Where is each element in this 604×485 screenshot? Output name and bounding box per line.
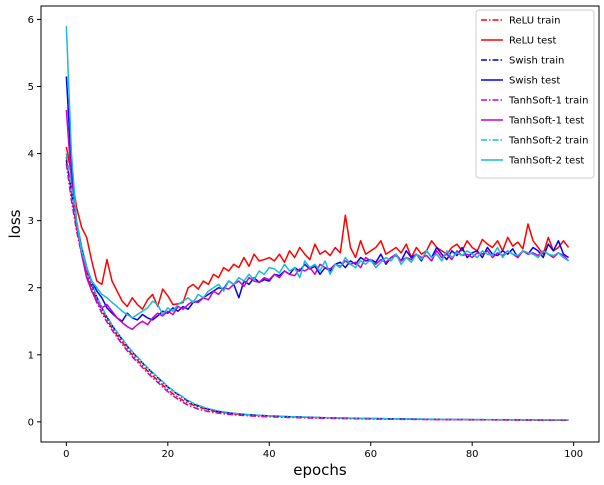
legend-label: ReLU train [509, 16, 561, 27]
legend-label: Swish test [509, 76, 560, 87]
legend: ReLU train ReLU test Swish train Swish test… [475, 9, 595, 179]
x-tick-label: 80 [466, 449, 479, 460]
x-axis-label: epochs [293, 461, 347, 479]
plot-frame [40, 5, 600, 443]
series-layer [65, 26, 570, 422]
legend-box [475, 9, 595, 179]
series-line-tanhsoft-1-train [65, 163, 569, 422]
series-line-tanhsoft-2-test [65, 26, 569, 319]
y-tick-label: 0 [28, 417, 34, 428]
x-tick-label: 100 [564, 449, 583, 460]
x-tick-label: 0 [63, 449, 69, 460]
y-tick-label: 4 [28, 149, 34, 160]
y-tick-label: 1 [28, 350, 34, 361]
legend-label: ReLU test [509, 36, 557, 47]
legend-label: TanhSoft-1 train [508, 96, 588, 107]
series-line-tanhsoft-2-train [65, 153, 569, 421]
legend-label: Swish train [509, 56, 564, 67]
y-tick-label: 2 [28, 283, 34, 294]
x-tick-label: 40 [263, 449, 276, 460]
legend-label: TanhSoft-2 train [508, 136, 588, 147]
x-tick-label: 20 [161, 449, 174, 460]
y-tick-label: 6 [28, 15, 34, 26]
series-line-relu-test [65, 146, 570, 310]
y-axis-label: loss [6, 209, 24, 238]
y-tick-label: 3 [28, 216, 34, 227]
y-tick-label: 5 [28, 82, 34, 93]
legend-label: TanhSoft-2 test [508, 156, 584, 167]
ticks-layer: 0 20 40 60 80 100 0 1 2 3 4 5 6 [28, 15, 584, 460]
legend-label: TanhSoft-1 test [508, 116, 584, 127]
x-tick-label: 60 [364, 449, 377, 460]
